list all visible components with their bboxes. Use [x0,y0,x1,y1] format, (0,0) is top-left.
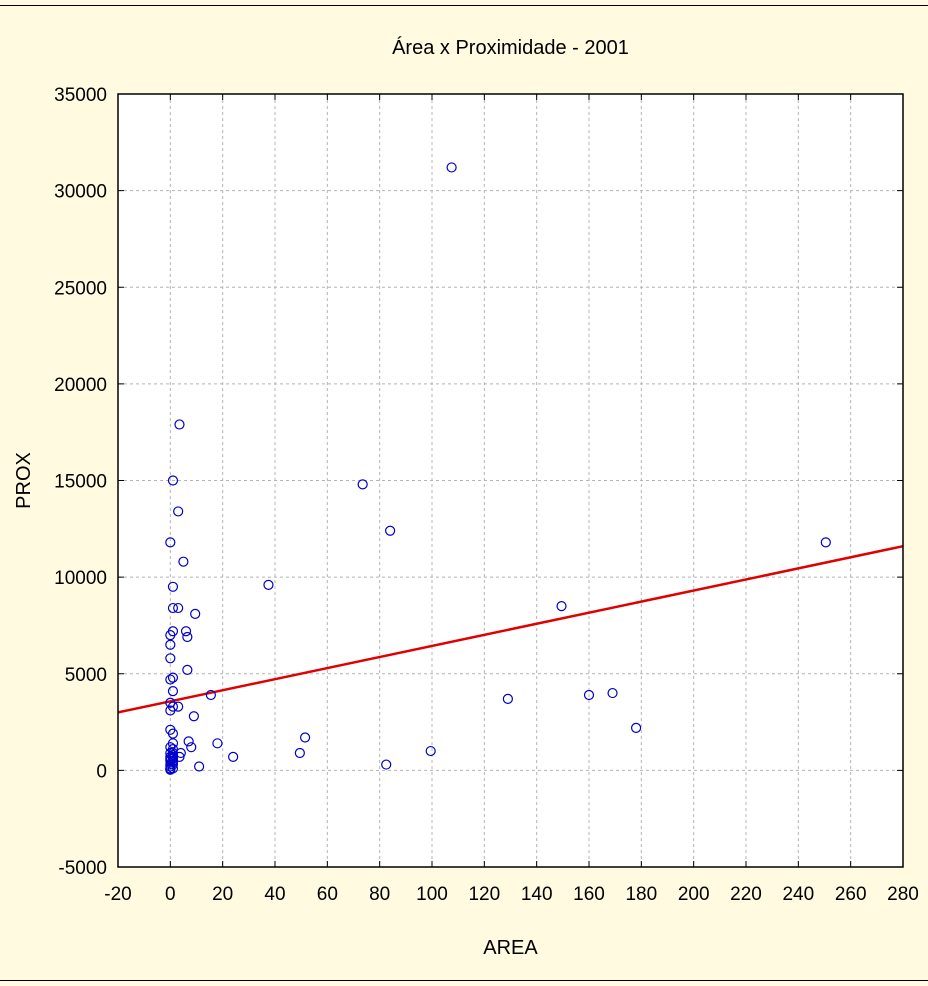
data-point [583,689,595,701]
data-point [182,664,193,675]
data-point [167,763,179,774]
x-tick-label: 220 [730,884,762,905]
data-point [186,742,197,753]
data-point [263,579,274,590]
x-tick-label: 0 [165,884,176,905]
data-point [167,759,179,770]
data-point [194,761,205,772]
data-point [180,626,192,637]
data-point [190,608,201,619]
grid-lines [118,94,903,867]
data-point [167,701,179,712]
data-point [188,711,199,722]
data-point [299,732,311,743]
data-point [607,687,618,699]
y-tick-label: 10000 [54,568,107,589]
data-point [173,506,184,517]
data-point [173,701,184,712]
plot-border [117,93,904,868]
data-point [820,537,831,548]
data-point [165,764,176,775]
data-point [630,722,642,733]
y-tick-labels: -5000 0 5000 10000 15000 20000 25000 30000 35000 [54,85,107,879]
data-point [165,639,176,650]
y-tick-label: 5000 [65,665,107,686]
chart-title: Área x Proximidade - 2001 [392,36,629,59]
data-point [174,419,185,430]
data-point [228,751,239,762]
x-axis-title: AREA [483,937,538,959]
x-tick-label: 280 [887,884,919,905]
y-tick-label: 30000 [54,182,107,203]
x-tick-label: 120 [468,884,500,905]
data-point [446,162,457,173]
data-point [173,602,184,614]
data-point [175,747,186,759]
data-point [167,626,179,637]
data-point [502,693,513,704]
chart-frame: -20 0 20 40 60 80 100 120 140 160 180 200 220 240 260 2… [0,5,928,981]
x-tick-label: 140 [521,884,553,905]
data-point [167,672,179,683]
data-point [205,689,216,701]
y-tick-label: 35000 [54,85,107,106]
y-tick-label: 20000 [54,375,107,396]
data-point [167,602,179,614]
data-point [183,736,194,747]
x-tick-label: 40 [264,884,285,905]
y-tick-label: 15000 [54,472,107,493]
y-axis-title: PROX [13,452,35,509]
data-point [167,581,179,592]
data-point [165,653,176,664]
x-tick-label: 60 [317,884,338,905]
y-tick-label: 25000 [54,278,107,299]
y-tick-label: -5000 [58,858,107,879]
data-point [294,747,305,759]
x-tick-label: 160 [573,884,605,905]
data-point [167,686,179,697]
x-tick-label: 200 [678,884,710,905]
data-point [167,738,179,749]
x-tick-label: -20 [104,884,131,905]
data-point [178,556,189,567]
data-point [385,525,396,536]
x-tick-label: 260 [835,884,867,905]
data-point [381,759,392,770]
data-point [165,674,176,685]
data-points [165,162,831,775]
data-point [425,745,436,757]
data-point [212,738,223,749]
data-point [357,479,368,490]
x-tick-labels: -20 0 20 40 60 80 100 120 140 160 180 200 220 240 260 2… [104,884,919,905]
data-point [167,728,179,739]
data-point [167,475,179,486]
scatter-chart: -20 0 20 40 60 80 100 120 140 160 180 200 220 240 260 2… [13,36,919,959]
x-tick-label: 80 [369,884,390,905]
data-point [556,601,567,612]
x-tick-label: 240 [782,884,814,905]
regression-line [117,544,904,714]
x-tick-label: 100 [416,884,448,905]
data-point [182,631,193,643]
x-tick-label: 20 [212,884,233,905]
x-tick-label: 180 [625,884,657,905]
data-point [167,744,179,755]
data-point [165,537,176,548]
y-tick-label: 0 [96,761,107,782]
